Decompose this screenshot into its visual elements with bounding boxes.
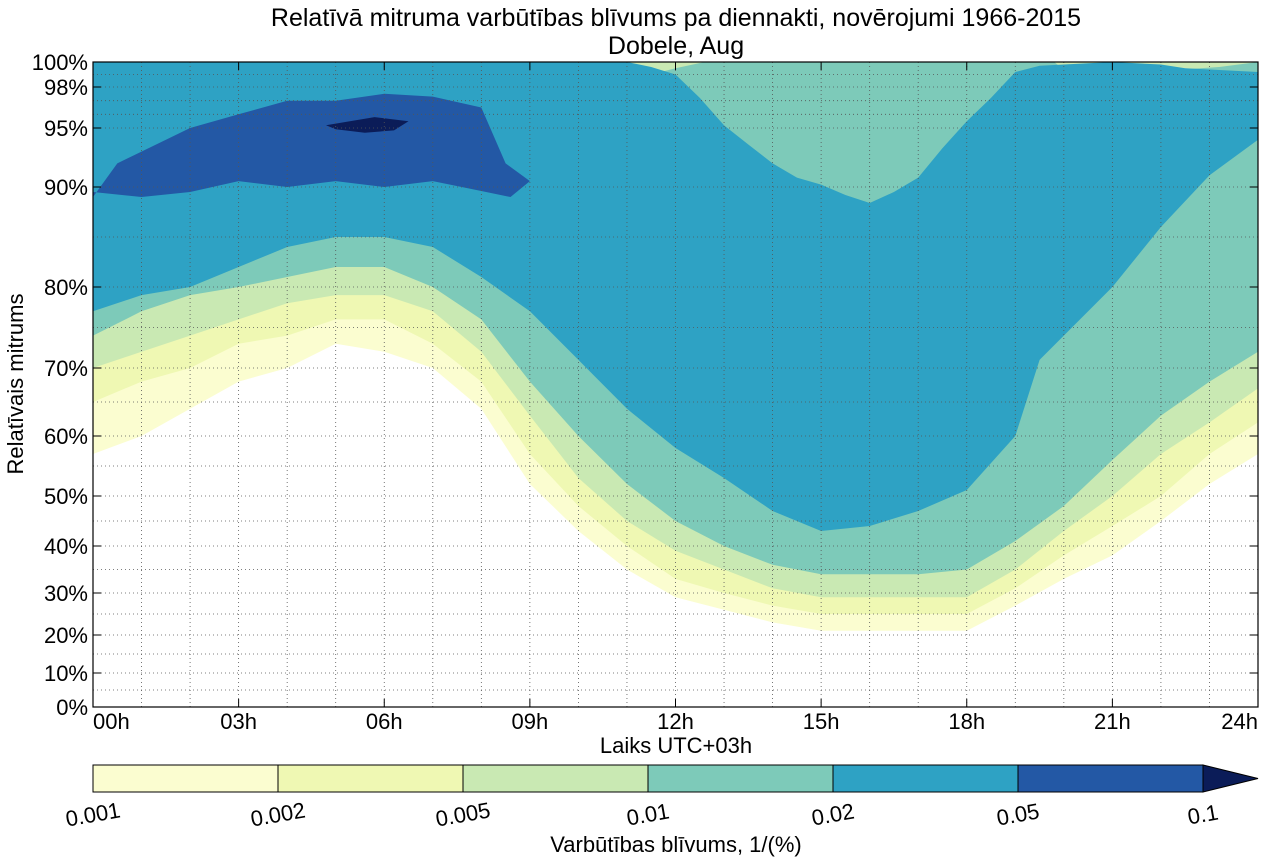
colorbar-tick-label: 0.005 — [434, 797, 493, 831]
colorbar-tick-label: 0.05 — [995, 798, 1042, 830]
colorbar-tick-label: 0.001 — [64, 797, 123, 831]
y-tick-label: 40% — [44, 534, 88, 559]
chart-subtitle: Dobele, Aug — [608, 32, 744, 60]
y-tick-label: 0% — [56, 695, 88, 720]
x-axis-ticks: 00h 03h 06h 09h 12h 15h 18h 21h 24h — [92, 62, 1259, 734]
colorbar-segment — [647, 764, 834, 793]
x-tick-label: 18h — [948, 709, 985, 734]
colorbar-segment — [1017, 764, 1204, 793]
y-tick-label: 60% — [44, 424, 88, 449]
y-tick-label: 50% — [44, 484, 88, 509]
y-tick-label: 30% — [44, 581, 88, 606]
colorbar-segment — [832, 764, 1019, 793]
x-axis-label: Laiks UTC+03h — [600, 733, 752, 758]
chart-title: Relatīvā mitruma varbūtības blīvums pa d… — [271, 4, 1081, 32]
x-tick-label: 21h — [1094, 709, 1131, 734]
colorbar-label: Varbūtības blīvums, 1/(%) — [550, 832, 801, 857]
colorbar-segment — [462, 764, 649, 793]
x-tick-label: 12h — [657, 709, 694, 734]
colorbar-tick-label: 0.02 — [810, 798, 857, 830]
y-tick-label: 20% — [44, 623, 88, 648]
x-tick-label: 06h — [366, 709, 403, 734]
colorbar-extend-arrow — [1202, 764, 1259, 793]
y-tick-label: 10% — [44, 661, 88, 686]
contour-band-5 — [93, 93, 530, 197]
colorbar: 0.001 0.002 0.005 0.01 0.02 0.05 0.1 — [64, 764, 1259, 832]
colorbar-segment — [277, 764, 464, 793]
colorbar-tick-label: 0.01 — [625, 798, 672, 830]
x-tick-label: 03h — [220, 709, 257, 734]
x-tick-label: 15h — [803, 709, 840, 734]
x-tick-label: 24h — [1221, 709, 1258, 734]
contour-band-6 — [326, 117, 409, 133]
y-tick-label: 90% — [44, 175, 88, 200]
x-tick-label: 09h — [512, 709, 549, 734]
y-tick-label: 80% — [44, 275, 88, 300]
y-axis-ticks: 0% 10% 20% 30% 40% 50% 60% 70% 80% 90% 95% 98%100% — [32, 50, 1258, 720]
colorbar-segment — [92, 764, 279, 793]
y-tick-label: 98% — [44, 75, 88, 100]
colorbar-tick-label: 0.002 — [249, 797, 308, 831]
y-tick-label: 95% — [44, 116, 88, 141]
colorbar-tick-label: 0.1 — [1186, 800, 1220, 830]
y-tick-label: 100% — [32, 50, 88, 75]
y-axis-label: Relatīvais mitrums — [3, 294, 28, 475]
x-tick-label: 00h — [93, 709, 130, 734]
y-tick-label: 70% — [44, 356, 88, 381]
plot-area: 00h 03h 06h 09h 12h 15h 18h 21h 24h 0% 10% 20% 30% 4… — [32, 50, 1259, 734]
